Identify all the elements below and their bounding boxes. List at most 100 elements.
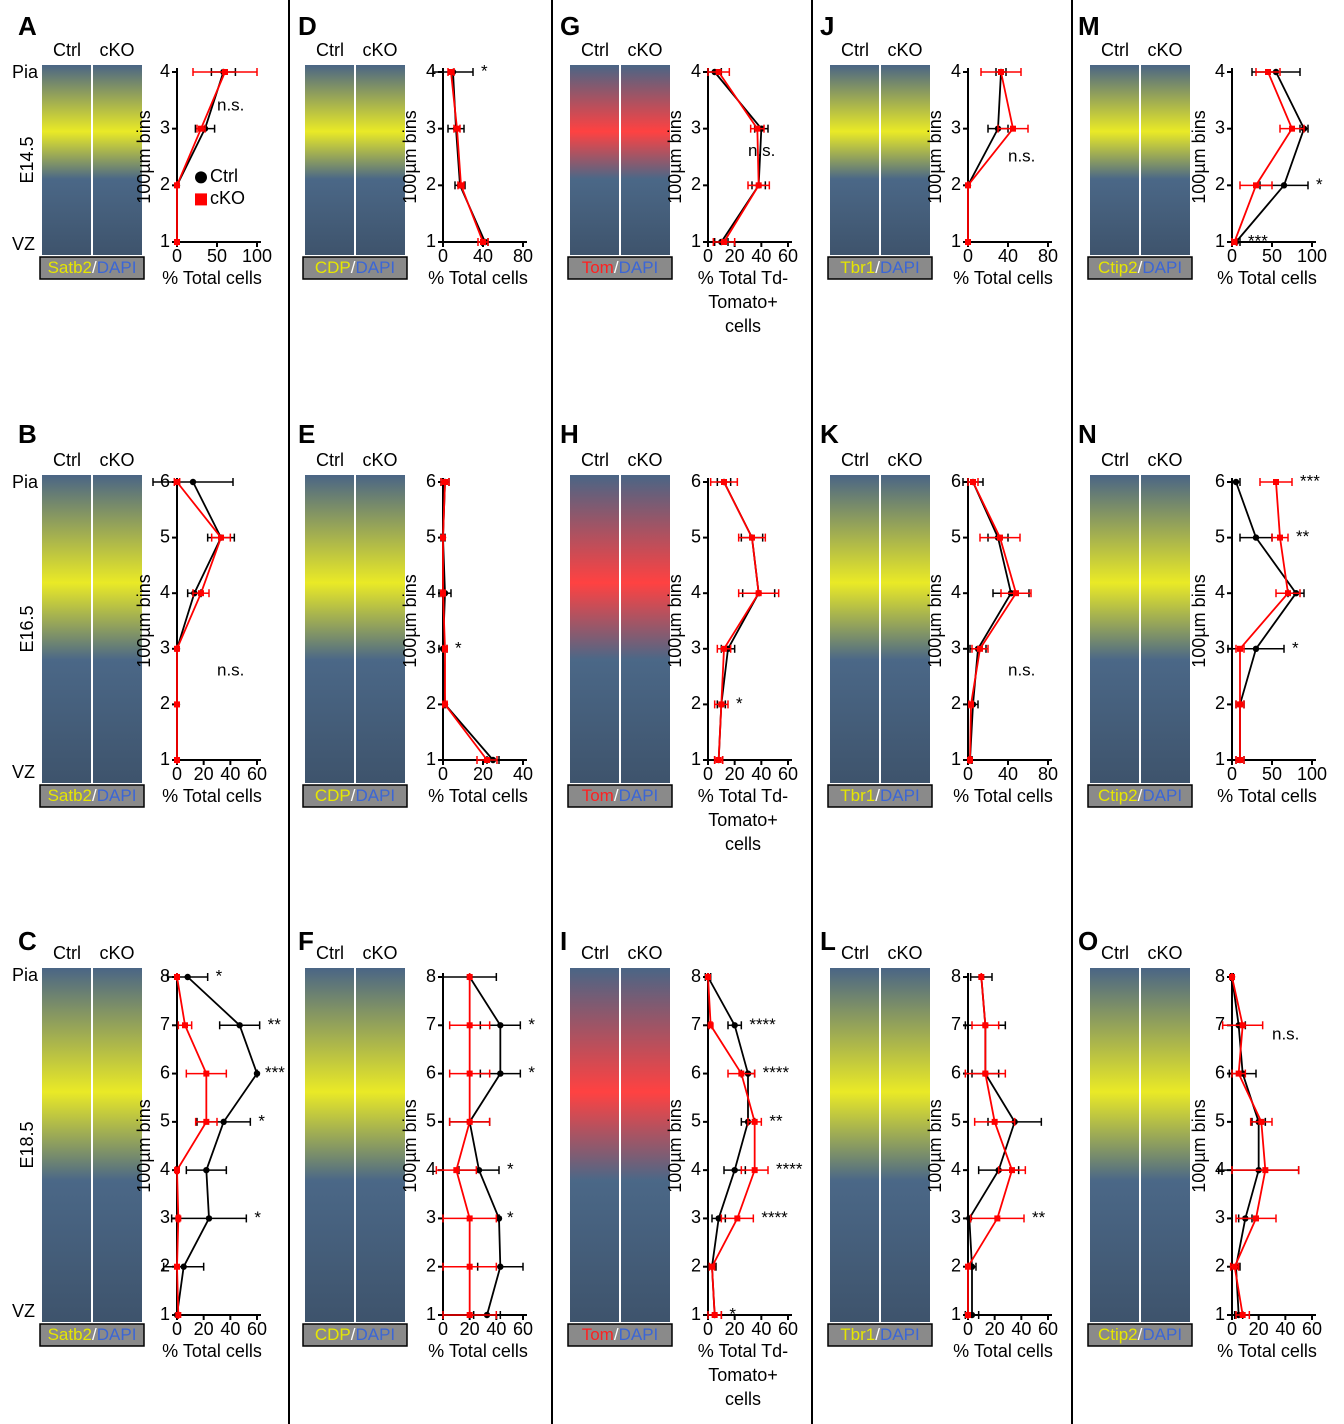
- x-tick-label: 0: [172, 764, 182, 784]
- point: [712, 1312, 718, 1318]
- point: [708, 1022, 714, 1028]
- point: [965, 1264, 971, 1270]
- point: [497, 1070, 503, 1076]
- point: [174, 239, 180, 245]
- y-tick-label: 4: [951, 1159, 961, 1179]
- point: [440, 535, 446, 541]
- x-tick-label: 60: [1038, 1319, 1058, 1339]
- annotation: n.s.: [217, 95, 244, 114]
- image-label: Ctrl: [316, 943, 344, 963]
- image-label: Ctrl: [841, 40, 869, 60]
- point: [965, 182, 971, 188]
- point: [442, 701, 448, 707]
- x-tick-label: 20: [194, 1319, 214, 1339]
- y-tick-label: 5: [1215, 526, 1225, 546]
- y-tick-label: 2: [691, 693, 701, 713]
- x-tick-label: 0: [703, 1319, 713, 1339]
- y-axis-title: 100µm bins: [665, 110, 685, 203]
- annotation: *: [528, 1015, 535, 1034]
- annotation: *: [729, 1304, 736, 1323]
- point: [965, 1312, 971, 1318]
- x-tick-label: 40: [751, 246, 771, 266]
- y-tick-label: 3: [691, 1207, 701, 1227]
- point: [448, 69, 454, 75]
- point: [174, 1167, 180, 1173]
- stain-part: CDP: [315, 258, 351, 277]
- image-label: cKO: [627, 943, 662, 963]
- x-tick-label: 60: [778, 246, 798, 266]
- point: [497, 1022, 503, 1028]
- x-tick-label: 50: [207, 246, 227, 266]
- point: [1010, 126, 1016, 132]
- y-tick-label: 1: [951, 231, 961, 251]
- series-line: [1236, 482, 1296, 760]
- point: [716, 757, 722, 763]
- x-tick-label: 40: [473, 246, 493, 266]
- x-tick-label: 0: [438, 764, 448, 784]
- point: [1253, 1215, 1259, 1221]
- point: [484, 757, 490, 763]
- stain-label: Satb2/DAPI: [48, 1325, 137, 1344]
- panel-letter: I: [560, 926, 567, 956]
- age-label: E14.5: [17, 136, 37, 183]
- image-label: Ctrl: [581, 40, 609, 60]
- stain-part: DAPI: [1142, 786, 1182, 805]
- y-tick-label: 2: [426, 1255, 436, 1275]
- image-label: cKO: [99, 943, 134, 963]
- x-axis-title: % Total cells: [162, 1341, 262, 1361]
- point: [721, 646, 727, 652]
- point: [982, 1022, 988, 1028]
- point: [1253, 534, 1259, 540]
- image-label: Ctrl: [1101, 450, 1129, 470]
- point: [174, 701, 180, 707]
- y-tick-label: 1: [1215, 749, 1225, 769]
- point: [756, 182, 762, 188]
- x-tick-label: 60: [247, 764, 267, 784]
- stain-part: Tbr1: [840, 786, 875, 805]
- y-tick-label: 3: [160, 117, 170, 137]
- y-tick-label: 2: [1215, 693, 1225, 713]
- y-tick-label: 1: [691, 231, 701, 251]
- stain-label: Satb2/DAPI: [48, 786, 137, 805]
- point: [175, 1312, 181, 1318]
- y-tick-label: 4: [951, 61, 961, 81]
- y-tick-label: 5: [426, 1111, 436, 1131]
- stain-label: CDP/DAPI: [315, 258, 395, 277]
- panel-letter: N: [1078, 419, 1097, 449]
- stain-part: DAPI: [880, 786, 920, 805]
- figure: ACtrlcKOSatb2/DAPIPiaVZE14.5123405010010…: [0, 0, 1344, 1424]
- point: [965, 239, 971, 245]
- point: [442, 479, 448, 485]
- point: [1237, 701, 1243, 707]
- legend-label: Ctrl: [210, 166, 238, 186]
- y-tick-label: 6: [160, 471, 170, 491]
- y-tick-label: 4: [691, 1159, 701, 1179]
- y-tick-label: 1: [951, 1304, 961, 1324]
- y-tick-label: 2: [951, 1255, 961, 1275]
- x-axis-title: cells: [725, 1389, 761, 1409]
- stain-part: DAPI: [355, 786, 395, 805]
- point: [184, 974, 190, 980]
- point: [236, 1022, 242, 1028]
- panel-letter: D: [298, 11, 317, 41]
- stain-part: DAPI: [355, 258, 395, 277]
- y-tick-label: 3: [951, 117, 961, 137]
- y-axis-title: 100µm bins: [400, 574, 420, 667]
- y-tick-label: 4: [426, 1159, 436, 1179]
- panel-letter: H: [560, 419, 579, 449]
- point: [997, 535, 1003, 541]
- y-tick-label: 3: [691, 638, 701, 658]
- stain-part: Ctip2: [1098, 1325, 1138, 1344]
- y-tick-label: 2: [426, 693, 436, 713]
- point: [198, 590, 204, 596]
- point: [749, 535, 755, 541]
- annotation: *: [258, 1111, 265, 1130]
- point: [174, 646, 180, 652]
- x-tick-label: 20: [725, 246, 745, 266]
- y-tick-label: 5: [951, 1111, 961, 1131]
- x-tick-label: 60: [1302, 1319, 1322, 1339]
- stain-label: Tbr1/DAPI: [840, 258, 919, 277]
- x-axis-title: % Total cells: [953, 786, 1053, 806]
- x-tick-label: 40: [998, 764, 1018, 784]
- point: [1258, 1119, 1264, 1125]
